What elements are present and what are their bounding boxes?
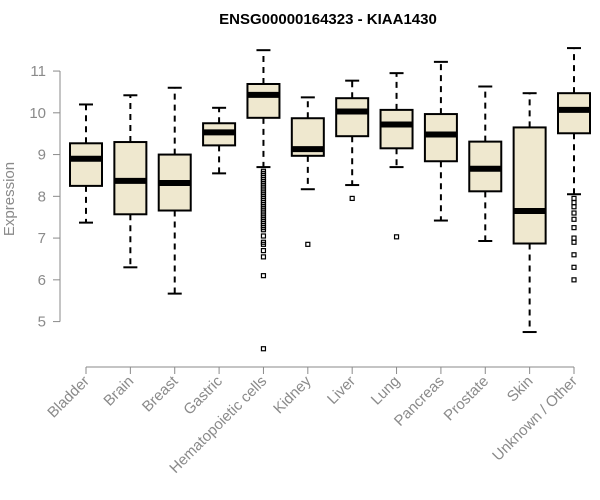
box-hematopoietic-cells bbox=[246, 49, 281, 352]
outlier-point bbox=[571, 277, 577, 283]
x-tick-label: Breast bbox=[139, 372, 182, 415]
outlier-point bbox=[393, 234, 400, 240]
outlier-point bbox=[571, 239, 577, 245]
outlier-point bbox=[260, 227, 267, 233]
y-tick-label: 9 bbox=[38, 147, 46, 164]
box-prostate bbox=[468, 85, 503, 243]
x-tick-label: Skin bbox=[504, 373, 537, 406]
chart-title: ENSG00000164323 - KIAA1430 bbox=[219, 11, 437, 28]
y-tick-label: 10 bbox=[29, 105, 46, 122]
iqr-box bbox=[379, 108, 414, 150]
box-kidney bbox=[290, 96, 325, 247]
outlier-point bbox=[260, 248, 267, 254]
y-tick-label: 5 bbox=[38, 314, 46, 331]
outlier-point bbox=[260, 346, 267, 352]
outlier-point bbox=[260, 241, 267, 247]
iqr-box bbox=[335, 97, 370, 138]
outlier-point bbox=[571, 225, 577, 231]
outlier-point bbox=[571, 210, 577, 216]
outlier-point bbox=[260, 233, 267, 239]
box-skin bbox=[512, 92, 547, 334]
boxes-group bbox=[69, 47, 591, 352]
box-brain bbox=[113, 94, 148, 269]
y-tick-label: 7 bbox=[38, 230, 46, 247]
box-liver bbox=[335, 79, 370, 202]
outlier-point bbox=[571, 204, 577, 210]
x-tick-label: Brain bbox=[100, 373, 137, 410]
y-axis: 5 6 7 8 9 10 11 bbox=[29, 63, 61, 331]
x-tick-label: Kidney bbox=[270, 372, 315, 417]
y-tick-label: 8 bbox=[38, 188, 46, 205]
iqr-box bbox=[246, 82, 281, 119]
x-tick-label: Lung bbox=[368, 373, 404, 409]
outlier-point bbox=[571, 199, 577, 206]
x-tick-label: Bladder bbox=[44, 373, 93, 422]
outlier-point bbox=[571, 252, 577, 258]
y-tick-label: 6 bbox=[38, 272, 46, 289]
y-tick-label: 11 bbox=[30, 63, 46, 80]
outlier-point bbox=[571, 195, 577, 202]
outlier-point bbox=[305, 241, 311, 247]
x-tick-label: Liver bbox=[324, 373, 359, 408]
outlier-point bbox=[571, 216, 577, 222]
outlier-point bbox=[571, 264, 577, 270]
box-breast bbox=[157, 86, 192, 295]
outlier-point bbox=[349, 195, 355, 202]
iqr-box bbox=[423, 113, 458, 163]
iqr-box bbox=[512, 126, 547, 245]
x-tick-label: Unknown / Other bbox=[489, 373, 581, 465]
iqr-box bbox=[557, 92, 591, 135]
box-pancreas bbox=[423, 60, 458, 222]
y-axis-label: Expression bbox=[1, 162, 18, 236]
box-gastric bbox=[202, 106, 237, 175]
outlier-point bbox=[260, 254, 267, 260]
box-bladder bbox=[69, 103, 103, 224]
outlier-point bbox=[260, 273, 267, 279]
box-unknown-other bbox=[557, 47, 591, 283]
box-lung bbox=[379, 72, 414, 240]
iqr-box bbox=[69, 142, 103, 187]
outlier-point bbox=[571, 235, 577, 241]
x-tick-label: Prostate bbox=[441, 373, 493, 425]
